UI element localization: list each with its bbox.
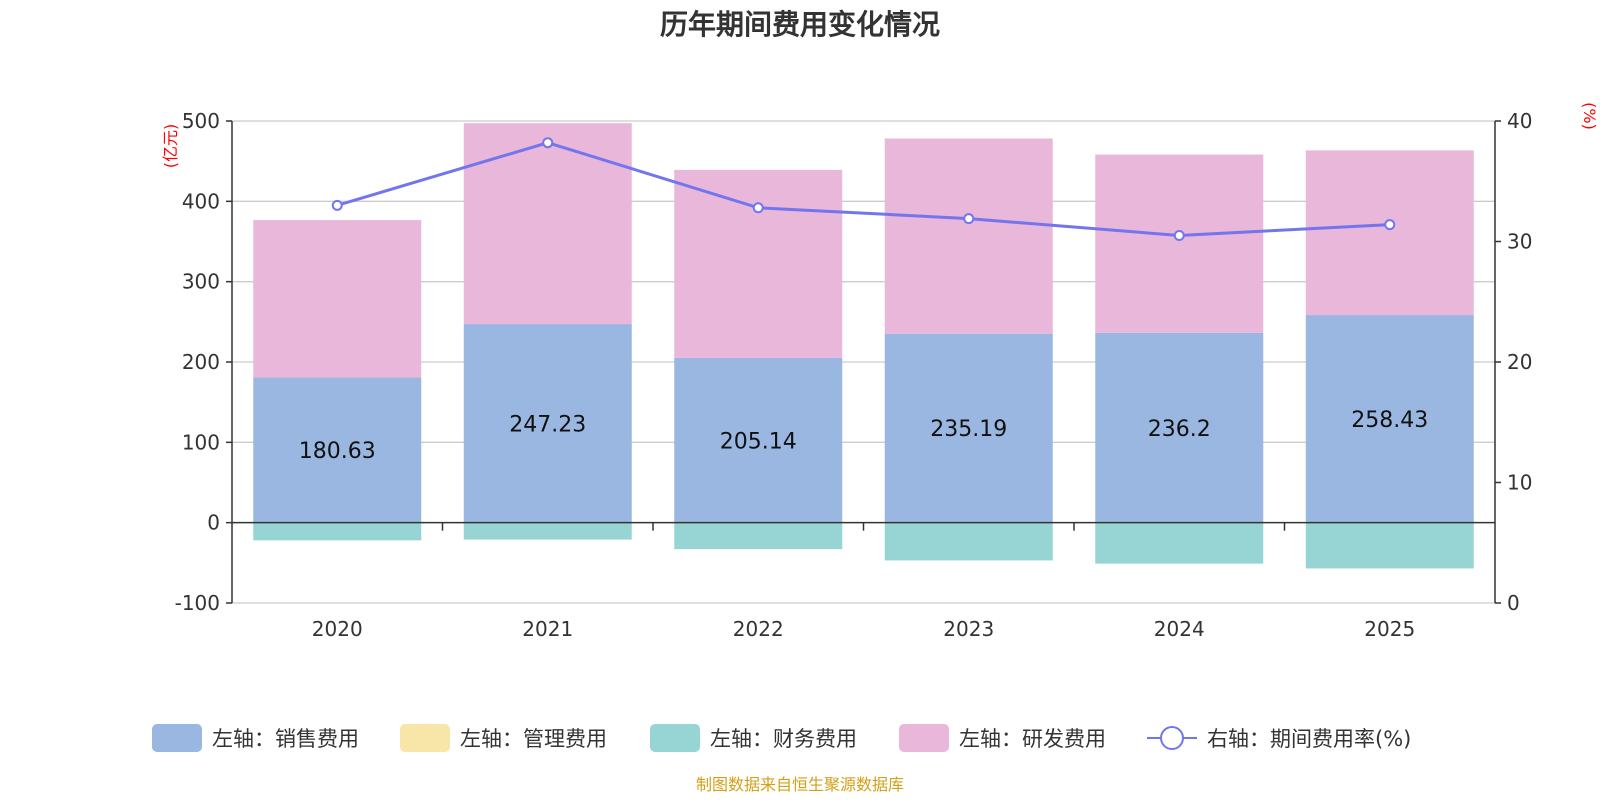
bar-finance-2022 — [674, 522, 843, 550]
rate-point — [1173, 229, 1185, 241]
left-tick-label: 100 — [182, 430, 220, 454]
right-tick-label: 40 — [1507, 109, 1532, 133]
right-axis-title: (%) — [1580, 102, 1599, 130]
x-tick-label: 2023 — [943, 617, 994, 641]
bar-value-label: 236.2 — [1148, 417, 1211, 442]
legend-label-admin: 左轴：管理费用 — [460, 727, 607, 751]
x-tick-label: 2022 — [733, 617, 784, 641]
bar-rd-2020 — [253, 220, 422, 378]
bar-sales-2023 — [884, 333, 1053, 523]
bar-rd-2024 — [1095, 154, 1264, 333]
axes: -100 0 100 200 300 400 500 0 10 20 30 40 2020 2021 202… — [175, 109, 1533, 641]
bar-value-label: 205.14 — [720, 429, 797, 454]
legend-label-rate: 右轴：期间费用率(%) — [1207, 727, 1411, 751]
x-tick-label: 2024 — [1154, 617, 1205, 641]
rate-line-path — [336, 141, 1390, 237]
bar-value-label: 180.63 — [299, 439, 376, 464]
bar-sales-2024 — [1095, 332, 1264, 523]
bars — [253, 123, 1474, 569]
legend-swatch-sales — [152, 724, 202, 752]
legend-label-finance: 左轴：财务费用 — [710, 727, 857, 751]
grid-lines — [232, 120, 1495, 604]
legend-label-rd: 左轴：研发费用 — [959, 727, 1106, 751]
left-axis-title: (亿元) — [161, 124, 180, 169]
bar-finance-2021 — [463, 522, 632, 540]
rate-point — [752, 202, 764, 214]
chart-title: 历年期间费用变化情况 — [660, 8, 940, 41]
left-tick-label: 200 — [182, 350, 220, 374]
x-tick-label: 2021 — [522, 617, 573, 641]
right-tick-label: 20 — [1507, 350, 1532, 374]
bar-sales-2025 — [1305, 315, 1474, 523]
bar-labels: 180.63 247.23 205.14 235.19 236.2 258.43 — [299, 408, 1428, 464]
right-tick-label: 0 — [1507, 591, 1520, 615]
rate-point — [1384, 219, 1396, 231]
left-tick-label: 300 — [182, 270, 220, 294]
source-note: 制图数据来自恒生聚源数据库 — [696, 775, 904, 794]
right-tick-label: 10 — [1507, 471, 1532, 495]
left-tick-label: 500 — [182, 109, 220, 133]
bar-sales-2021 — [463, 324, 632, 523]
legend-swatch-finance — [650, 724, 700, 752]
bar-sales-2022 — [674, 357, 843, 523]
legend-label-sales: 左轴：销售费用 — [212, 727, 359, 751]
rate-point — [331, 199, 343, 211]
bar-finance-2024 — [1095, 522, 1264, 564]
rate-point — [963, 213, 975, 225]
bar-rd-2023 — [884, 138, 1053, 334]
bar-value-label: 247.23 — [509, 412, 586, 437]
legend-swatch-rd — [899, 724, 949, 752]
bar-rd-2022 — [674, 169, 843, 358]
legend: 左轴：销售费用 左轴：管理费用 左轴：财务费用 左轴：研发费用 右轴：期间费用率(%) — [152, 724, 1411, 752]
bar-finance-2025 — [1305, 522, 1474, 569]
x-tick-label: 2025 — [1364, 617, 1415, 641]
bar-value-label: 258.43 — [1351, 408, 1428, 433]
bar-finance-2020 — [253, 522, 422, 541]
legend-marker-rate — [1160, 726, 1184, 750]
bar-finance-2023 — [884, 522, 1053, 561]
bar-rd-2025 — [1305, 150, 1474, 316]
left-tick-label: 0 — [207, 511, 220, 535]
right-tick-label: 30 — [1507, 230, 1532, 254]
bar-rd-2021 — [463, 123, 632, 325]
rate-point — [542, 137, 554, 149]
rate-line — [331, 137, 1396, 241]
bar-value-label: 235.19 — [930, 417, 1007, 442]
left-tick-label: 400 — [182, 189, 220, 213]
bar-sales-2020 — [253, 377, 422, 523]
left-tick-label: -100 — [175, 591, 220, 615]
legend-swatch-admin — [400, 724, 450, 752]
x-tick-label: 2020 — [312, 617, 363, 641]
